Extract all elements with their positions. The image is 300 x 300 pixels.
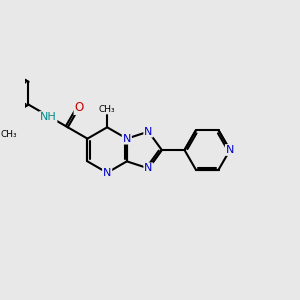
Text: N: N (226, 145, 234, 155)
Text: CH₃: CH₃ (0, 130, 17, 139)
Text: N: N (123, 134, 131, 144)
Text: N: N (144, 127, 153, 136)
Text: CH₃: CH₃ (99, 105, 116, 114)
Text: N: N (144, 164, 153, 173)
Text: N: N (103, 168, 111, 178)
Text: O: O (74, 101, 84, 114)
Text: NH: NH (40, 112, 56, 122)
